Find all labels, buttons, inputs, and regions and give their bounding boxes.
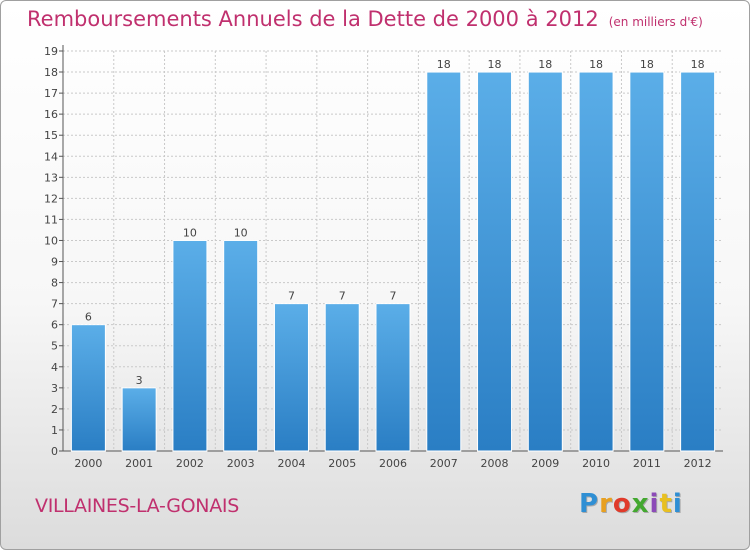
x-tick-label: 2002 <box>176 457 204 470</box>
x-tick-label: 2007 <box>430 457 458 470</box>
logo-letter: i <box>649 489 660 519</box>
data-label: 6 <box>85 311 92 324</box>
bar <box>172 239 208 452</box>
bar <box>629 71 665 452</box>
y-tick-label: 6 <box>51 319 58 332</box>
data-label: 18 <box>488 58 502 71</box>
chart-title: Remboursements Annuels de la Dette de 20… <box>27 7 703 31</box>
x-tick-label: 2000 <box>74 457 102 470</box>
data-label: 18 <box>691 58 705 71</box>
x-tick-label: 2012 <box>684 457 712 470</box>
x-tick-label: 2008 <box>481 457 509 470</box>
data-label: 7 <box>390 290 397 303</box>
bar <box>527 71 563 452</box>
x-tick-label: 2004 <box>277 457 305 470</box>
y-tick-label: 1 <box>51 424 58 437</box>
logo-letter: i <box>672 489 683 519</box>
data-label: 3 <box>136 374 143 387</box>
x-tick-label: 2010 <box>582 457 610 470</box>
y-tick-label: 5 <box>51 340 58 353</box>
y-tick-label: 14 <box>44 150 58 163</box>
data-label: 18 <box>589 58 603 71</box>
y-tick-label: 19 <box>44 45 58 58</box>
bar <box>680 71 716 452</box>
data-label: 7 <box>288 290 295 303</box>
bars <box>70 71 716 452</box>
data-labels: 6 3 10 10 7 7 7 18 18 18 18 18 18 <box>85 58 705 387</box>
y-tick-label: 0 <box>51 445 58 458</box>
y-tick-label: 18 <box>44 66 58 79</box>
y-tick-label: 16 <box>44 108 58 121</box>
bar <box>477 71 513 452</box>
y-tick-label: 13 <box>44 171 58 184</box>
bar <box>578 71 614 452</box>
chart-title-text: Remboursements Annuels de la Dette de 20… <box>27 7 599 31</box>
logo-letter: x <box>631 489 650 519</box>
y-tick-label: 9 <box>51 256 58 269</box>
bar <box>121 387 157 452</box>
x-tick-label: 2009 <box>531 457 559 470</box>
y-tick-label: 4 <box>51 361 58 374</box>
bar <box>70 324 106 452</box>
y-tick-label: 3 <box>51 382 58 395</box>
logo-letter: o <box>612 489 632 519</box>
bar <box>223 239 259 452</box>
x-tick-label: 2001 <box>125 457 153 470</box>
x-tick-label: 2011 <box>633 457 661 470</box>
data-label: 18 <box>538 58 552 71</box>
y-tick-label: 7 <box>51 298 58 311</box>
data-label: 18 <box>640 58 654 71</box>
bar <box>375 303 411 452</box>
bar <box>426 71 462 452</box>
y-tick-label: 17 <box>44 87 58 100</box>
y-tick-label: 8 <box>51 277 58 290</box>
proxiti-logo: Proxiti <box>579 489 683 519</box>
bar <box>324 303 360 452</box>
logo-letter: r <box>599 489 613 519</box>
y-tick-label: 15 <box>44 129 58 142</box>
y-tick-label: 11 <box>44 213 58 226</box>
logo-letter: P <box>579 489 600 519</box>
data-label: 10 <box>234 226 248 239</box>
y-tick-label: 12 <box>44 192 58 205</box>
logo-letter: t <box>659 489 673 519</box>
y-tick-label: 2 <box>51 403 58 416</box>
data-label: 7 <box>339 290 346 303</box>
y-tick-label: 10 <box>44 234 58 247</box>
data-label: 10 <box>183 226 197 239</box>
bar <box>273 303 309 452</box>
x-tick-label: 2003 <box>227 457 255 470</box>
x-tick-label: 2006 <box>379 457 407 470</box>
x-tick-labels: 2000 2001 2002 2003 2004 2005 2006 2007 2008 2009… <box>74 457 711 470</box>
commune-name: VILLAINES-LA-GONAIS <box>35 495 239 517</box>
data-label: 18 <box>437 58 451 71</box>
x-tick-label: 2005 <box>328 457 356 470</box>
chart-title-unit: (en milliers d'€) <box>608 15 703 29</box>
